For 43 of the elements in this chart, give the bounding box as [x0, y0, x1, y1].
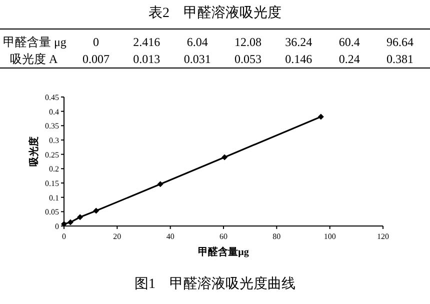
y-tick-label: 0: [55, 222, 59, 231]
text: 表2 甲醛溶液吸光度: [148, 5, 282, 21]
x-axis-title: 甲醛含量μg: [198, 246, 249, 258]
x-tick-label: 100: [324, 232, 336, 241]
y-tick-label: 0.45: [45, 93, 59, 102]
text: 图1 甲醛溶液吸光度曲线: [134, 276, 296, 292]
text: 0.053: [234, 52, 262, 66]
y-axis-title: 吸光度: [28, 136, 40, 166]
point: [77, 214, 84, 220]
x-tick-label: 20: [113, 232, 122, 241]
text: 0: [93, 35, 99, 49]
x-tick-label: 80: [272, 232, 281, 241]
text: 0.24: [338, 52, 360, 66]
point: [93, 208, 100, 214]
y-tick-label: 0.3: [49, 136, 59, 145]
text: 60.4: [338, 35, 360, 49]
x-tick-label: 40: [166, 232, 174, 241]
x-tick-label: 0: [62, 232, 66, 241]
point: [318, 114, 324, 120]
text: 0.146: [285, 52, 312, 66]
point: [157, 181, 164, 188]
y-tick-label: 0.2: [49, 164, 59, 174]
text: 6.04: [186, 35, 208, 49]
text: 甲醛含量 μg: [3, 35, 66, 49]
text: 2.416: [133, 35, 160, 49]
text: 0.031: [184, 52, 211, 66]
text: 0.381: [386, 52, 414, 66]
text: 12.08: [234, 35, 262, 49]
y-tick-label: 0.15: [45, 179, 59, 188]
text: 0.007: [82, 52, 110, 66]
y-tick-label: 0.4: [49, 107, 59, 116]
y-tick-label: 0.25: [45, 150, 59, 160]
y-tick-label: 0.35: [45, 122, 59, 131]
text: 0.013: [133, 52, 160, 66]
point: [222, 154, 228, 160]
x-tick-label: 60: [220, 232, 228, 241]
point: [67, 219, 74, 226]
x-tick-label: 120: [377, 232, 389, 241]
text: 96.64: [386, 35, 414, 49]
text: 吸光度 A: [10, 52, 58, 66]
y-tick-label: 0.1: [49, 193, 59, 202]
text: 36.24: [285, 35, 312, 49]
y-tick-label: 0.05: [45, 208, 59, 217]
